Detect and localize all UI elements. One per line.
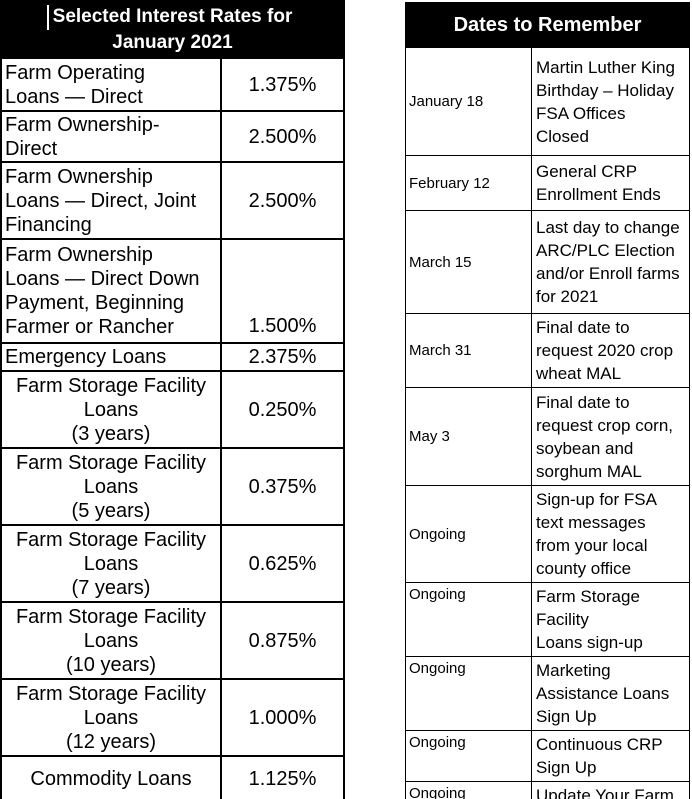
event-cell: Last day to change ARC/PLC Election and/…	[531, 210, 690, 314]
event-cell: Final date to request 2020 crop wheat MA…	[531, 313, 690, 388]
loan-label: Emergency Loans	[0, 342, 222, 372]
table-row: Farm Ownership Loans — Direct, Joint Fin…	[0, 161, 346, 240]
date-cell: March 15	[405, 210, 532, 314]
table-row: Farm Ownership Loans — Direct Down Payme…	[0, 238, 346, 344]
rate-value: 1.125%	[219, 755, 346, 799]
rate-value: 0.375%	[219, 447, 346, 526]
date-cell: Ongoing	[405, 485, 532, 583]
rate-value: 2.500%	[219, 161, 346, 240]
rate-value: 1.375%	[219, 57, 346, 112]
loan-label: Commodity Loans	[0, 755, 222, 799]
rate-value: 0.875%	[219, 601, 346, 680]
rate-value: 0.625%	[219, 524, 346, 603]
table-row: Ongoing Continuous CRP Sign Up	[405, 730, 690, 782]
rate-value: 1.000%	[219, 678, 346, 757]
rate-value: 1.500%	[219, 238, 346, 344]
event-cell: Update Your Farm Records	[531, 781, 690, 799]
table-row: Ongoing Sign-up for FSA text messages fr…	[405, 485, 690, 583]
date-cell: Ongoing	[405, 656, 532, 731]
table-row: Emergency Loans 2.375%	[0, 342, 346, 372]
event-cell: Final date to request crop corn, soybean…	[531, 387, 690, 486]
table-row: February 12 General CRP Enrollment Ends	[405, 155, 690, 211]
table-row: January 18 Martin Luther King Birthday –…	[405, 47, 690, 156]
dates-table-title: Dates to Remember	[405, 2, 690, 48]
loan-label: Farm Storage Facility Loans (7 years)	[0, 524, 222, 603]
date-cell: May 3	[405, 387, 532, 486]
table-row: Farm Storage Facility Loans (3 years) 0.…	[0, 370, 346, 449]
date-cell: January 18	[405, 47, 532, 156]
event-cell: Sign-up for FSA text messages from your …	[531, 485, 690, 583]
date-cell: Ongoing	[405, 781, 532, 799]
table-row: Farm Storage Facility Loans (7 years) 0.…	[0, 524, 346, 603]
loan-label: Farm Storage Facility Loans (12 years)	[0, 678, 222, 757]
event-cell: Marketing Assistance Loans Sign Up	[531, 656, 690, 731]
table-row: Ongoing Farm Storage Facility Loans sign…	[405, 582, 690, 657]
loan-label: Farm Storage Facility Loans (10 years)	[0, 601, 222, 680]
interest-rates-table: Selected Interest Rates for January 2021…	[0, 0, 346, 799]
loan-label: Farm Storage Facility Loans (3 years)	[0, 370, 222, 449]
date-cell: March 31	[405, 313, 532, 388]
event-cell: Continuous CRP Sign Up	[531, 730, 690, 782]
table-header-row: Selected Interest Rates for January 2021	[0, 0, 346, 59]
table-row: Ongoing Update Your Farm Records	[405, 781, 690, 799]
table-row: Ongoing Marketing Assistance Loans Sign …	[405, 656, 690, 731]
loan-label: Farm Storage Facility Loans (5 years)	[0, 447, 222, 526]
table-row: March 15 Last day to change ARC/PLC Elec…	[405, 210, 690, 314]
event-cell: Martin Luther King Birthday – Holiday FS…	[531, 47, 690, 156]
table-row: May 3 Final date to request crop corn, s…	[405, 387, 690, 486]
interest-table-title: Selected Interest Rates for January 2021	[0, 0, 346, 59]
table-row: Farm Storage Facility Loans (5 years) 0.…	[0, 447, 346, 526]
text-cursor	[47, 5, 49, 30]
rate-value: 2.500%	[219, 110, 346, 163]
date-cell: Ongoing	[405, 730, 532, 782]
table-row: March 31 Final date to request 2020 crop…	[405, 313, 690, 388]
table-row: Commodity Loans 1.125%	[0, 755, 346, 799]
table-row: Farm Ownership- Direct 2.500%	[0, 110, 346, 163]
table-row: Farm Storage Facility Loans (12 years) 1…	[0, 678, 346, 757]
event-cell: Farm Storage Facility Loans sign-up	[531, 582, 690, 657]
loan-label: Farm Operating Loans — Direct	[0, 57, 222, 112]
table-row: Farm Storage Facility Loans (10 years) 0…	[0, 601, 346, 680]
loan-label: Farm Ownership Loans — Direct Down Payme…	[0, 238, 222, 344]
table-header-row: Dates to Remember	[405, 2, 690, 48]
rate-value: 2.375%	[219, 342, 346, 372]
loan-label: Farm Ownership Loans — Direct, Joint Fin…	[0, 161, 222, 240]
dates-to-remember-table: Dates to Remember January 18 Martin Luth…	[405, 2, 690, 799]
rate-value: 0.250%	[219, 370, 346, 449]
date-cell: February 12	[405, 155, 532, 211]
event-cell: General CRP Enrollment Ends	[531, 155, 690, 211]
loan-label: Farm Ownership- Direct	[0, 110, 222, 163]
date-cell: Ongoing	[405, 582, 532, 657]
table-row: Farm Operating Loans — Direct 1.375%	[0, 57, 346, 112]
